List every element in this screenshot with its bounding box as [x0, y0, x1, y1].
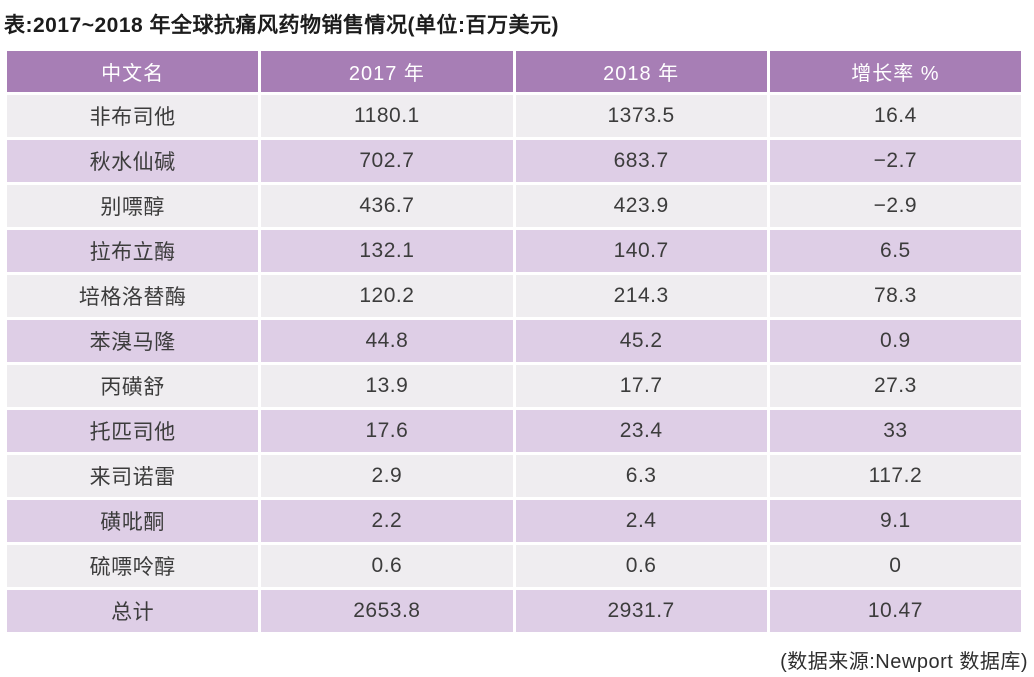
drug-name-cell: 硫嘌呤醇 [7, 545, 259, 587]
drug-name-cell: 丙磺舒 [7, 365, 259, 407]
value-cell: 23.4 [515, 410, 767, 452]
value-cell: 9.1 [769, 500, 1021, 542]
value-cell: 16.4 [769, 95, 1021, 137]
value-cell: 2653.8 [261, 590, 513, 632]
value-cell: 423.9 [515, 185, 767, 227]
drug-name-cell: 托匹司他 [7, 410, 259, 452]
value-cell: 132.1 [261, 230, 513, 272]
value-cell: 2.4 [515, 500, 767, 542]
header-row: 中文名 2017 年 2018 年 增长率 % [7, 51, 1021, 92]
value-cell: 27.3 [769, 365, 1021, 407]
drug-name-cell: 别嘌醇 [7, 185, 259, 227]
drug-name-cell: 来司诺雷 [7, 455, 259, 497]
header-cell-growth-rate: 增长率 % [769, 51, 1021, 92]
value-cell: 0.6 [261, 545, 513, 587]
value-cell: 45.2 [515, 320, 767, 362]
value-cell: −2.7 [769, 140, 1021, 182]
value-cell: 0 [769, 545, 1021, 587]
drug-sales-table: 中文名 2017 年 2018 年 增长率 % 非布司他 1180.1 1373.5… [4, 48, 1024, 635]
value-cell: 2931.7 [515, 590, 767, 632]
drug-name-cell: 总计 [7, 590, 259, 632]
value-cell: 0.6 [515, 545, 767, 587]
header-cell-2017: 2017 年 [261, 51, 513, 92]
value-cell: 17.7 [515, 365, 767, 407]
table-header: 中文名 2017 年 2018 年 增长率 % [7, 51, 1021, 92]
value-cell: 78.3 [769, 275, 1021, 317]
value-cell: 1373.5 [515, 95, 767, 137]
table-row: 丙磺舒 13.9 17.7 27.3 [7, 365, 1021, 407]
value-cell: 120.2 [261, 275, 513, 317]
value-cell: 2.2 [261, 500, 513, 542]
drug-name-cell: 苯溴马隆 [7, 320, 259, 362]
value-cell: 10.47 [769, 590, 1021, 632]
drug-name-cell: 秋水仙碱 [7, 140, 259, 182]
drug-name-cell: 拉布立酶 [7, 230, 259, 272]
header-cell-drug-name: 中文名 [7, 51, 259, 92]
table-body: 非布司他 1180.1 1373.5 16.4 秋水仙碱 702.7 683.7 −2.7 别嘌… [7, 95, 1021, 632]
value-cell: 33 [769, 410, 1021, 452]
table-title: 表:2017~2018 年全球抗痛风药物销售情况(单位:百万美元) [4, 14, 560, 37]
table-row: 非布司他 1180.1 1373.5 16.4 [7, 95, 1021, 137]
table-row: 拉布立酶 132.1 140.7 6.5 [7, 230, 1021, 272]
value-cell: 13.9 [261, 365, 513, 407]
value-cell: 140.7 [515, 230, 767, 272]
table-row: 总计 2653.8 2931.7 10.47 [7, 590, 1021, 632]
data-source-note: (数据来源:Newport 数据库) [780, 651, 1028, 673]
table-row: 别嘌醇 436.7 423.9 −2.9 [7, 185, 1021, 227]
value-cell: 6.5 [769, 230, 1021, 272]
value-cell: −2.9 [769, 185, 1021, 227]
table-row: 苯溴马隆 44.8 45.2 0.9 [7, 320, 1021, 362]
value-cell: 0.9 [769, 320, 1021, 362]
drug-name-cell: 磺吡酮 [7, 500, 259, 542]
table-row: 硫嘌呤醇 0.6 0.6 0 [7, 545, 1021, 587]
drug-name-cell: 非布司他 [7, 95, 259, 137]
table-row: 来司诺雷 2.9 6.3 117.2 [7, 455, 1021, 497]
table-row: 培格洛替酶 120.2 214.3 78.3 [7, 275, 1021, 317]
value-cell: 1180.1 [261, 95, 513, 137]
value-cell: 702.7 [261, 140, 513, 182]
value-cell: 44.8 [261, 320, 513, 362]
value-cell: 17.6 [261, 410, 513, 452]
table-row: 托匹司他 17.6 23.4 33 [7, 410, 1021, 452]
table-row: 磺吡酮 2.2 2.4 9.1 [7, 500, 1021, 542]
value-cell: 683.7 [515, 140, 767, 182]
value-cell: 214.3 [515, 275, 767, 317]
header-cell-2018: 2018 年 [515, 51, 767, 92]
value-cell: 117.2 [769, 455, 1021, 497]
table-row: 秋水仙碱 702.7 683.7 −2.7 [7, 140, 1021, 182]
drug-name-cell: 培格洛替酶 [7, 275, 259, 317]
value-cell: 436.7 [261, 185, 513, 227]
value-cell: 6.3 [515, 455, 767, 497]
value-cell: 2.9 [261, 455, 513, 497]
